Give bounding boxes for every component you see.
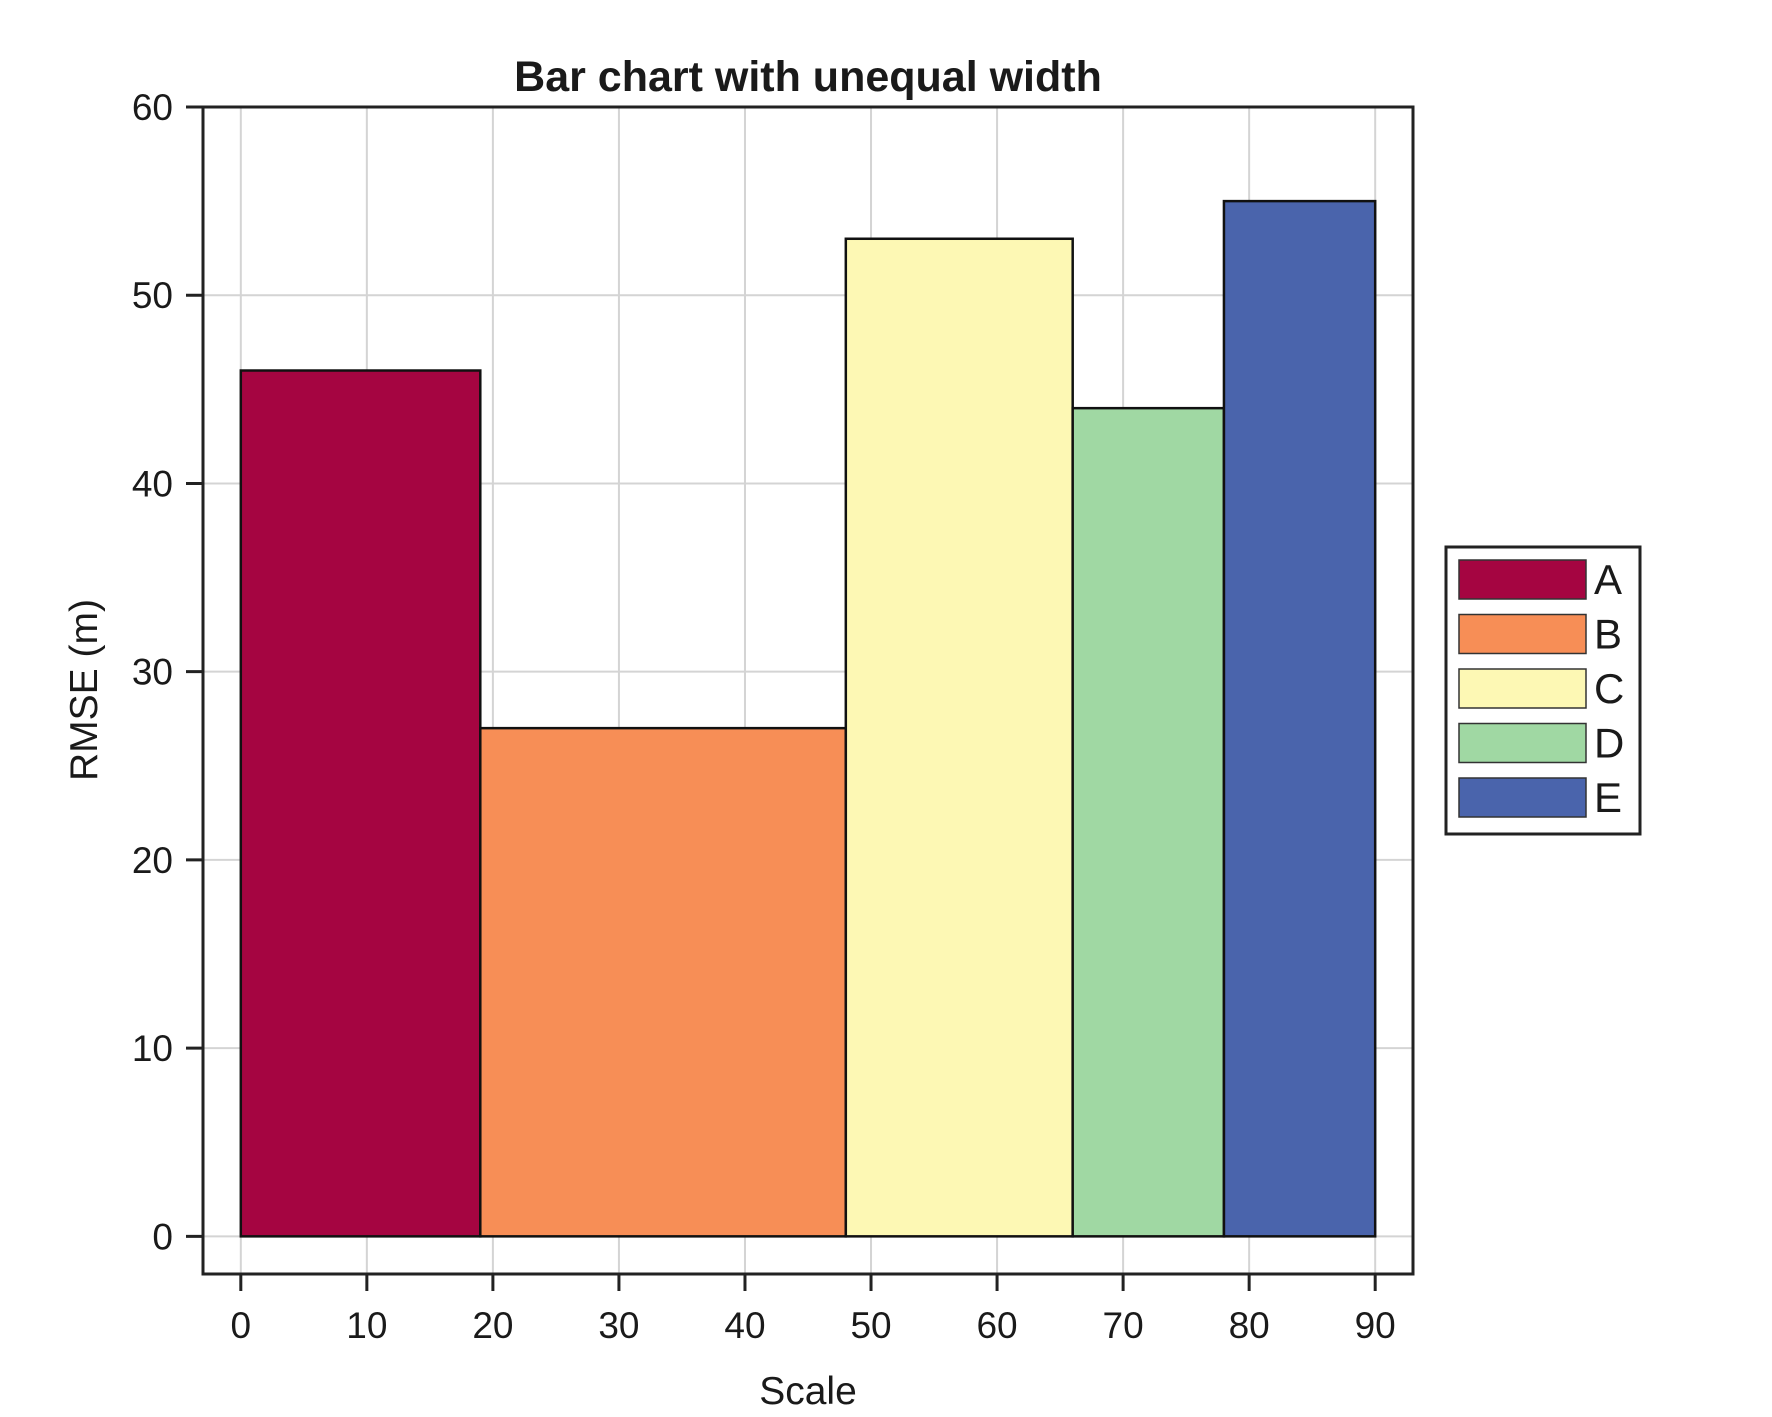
x-tick-label: 30 [598, 1305, 639, 1346]
y-tick-label: 0 [152, 1216, 173, 1257]
y-tick-label: 50 [132, 275, 173, 316]
x-tick-label: 0 [231, 1305, 252, 1346]
legend-swatch-c [1458, 668, 1587, 709]
x-tick-label: 90 [1355, 1305, 1396, 1346]
y-tick-label: 30 [132, 652, 173, 693]
x-tick-label: 60 [976, 1305, 1017, 1346]
y-tick-label: 60 [132, 87, 173, 128]
x-tick-label: 70 [1103, 1305, 1144, 1346]
legend-swatch-e [1458, 777, 1587, 818]
legend-label-b: B [1594, 611, 1622, 658]
legend-swatch-b [1458, 613, 1587, 655]
bars [239, 199, 1377, 1238]
bar-e [1222, 199, 1377, 1238]
y-tick-label: 40 [132, 463, 173, 504]
bar-c [844, 237, 1074, 1238]
y-axis-title: RMSE (m) [63, 599, 106, 781]
plot-frame [201, 105, 1415, 1276]
legend-label-e: E [1594, 774, 1622, 821]
x-tick-label: 10 [346, 1305, 387, 1346]
x-tick-label: 50 [850, 1305, 891, 1346]
legend-label-d: D [1594, 720, 1624, 767]
bar-a [239, 369, 482, 1238]
axis-ticks: 0 10 20 30 40 50 60 70 80 90 0 10 20 30 40 50 60 [132, 87, 1396, 1346]
y-tick-label: 20 [132, 840, 173, 881]
y-tick-label: 10 [132, 1028, 173, 1069]
x-tick-label: 20 [472, 1305, 513, 1346]
x-tick-label: 40 [724, 1305, 765, 1346]
x-axis-title: Scale [759, 1370, 857, 1413]
chart-title: Bar chart with unequal width [514, 53, 1102, 101]
x-tick-label: 80 [1229, 1305, 1270, 1346]
legend-label-a: A [1594, 556, 1622, 603]
bar-b [479, 726, 848, 1238]
legend-swatch-d [1458, 722, 1587, 764]
bar-d [1071, 406, 1226, 1238]
legend-swatch-a [1458, 559, 1587, 600]
legend-label-c: C [1594, 665, 1624, 712]
